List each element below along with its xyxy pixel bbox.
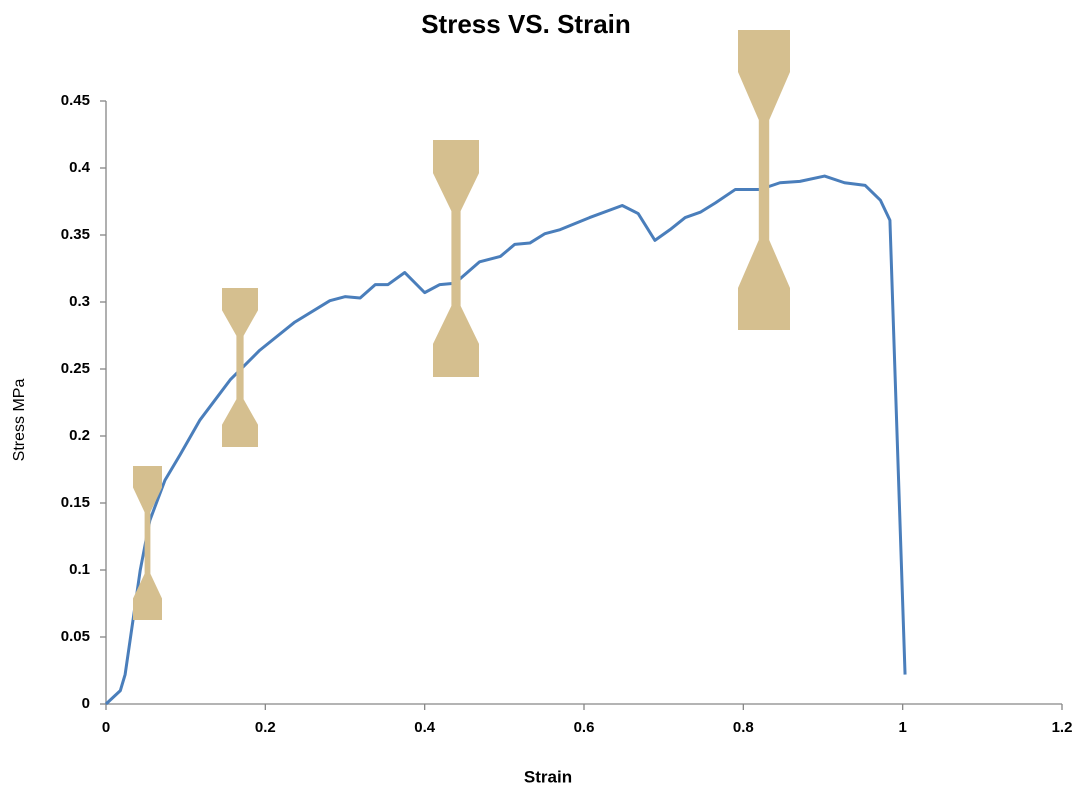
- specimen-icon: [222, 288, 258, 447]
- x-tick-label: 1: [898, 719, 906, 736]
- specimen-icon: [133, 466, 162, 620]
- y-tick-label: 0.25: [61, 360, 90, 377]
- y-tick-label: 0.3: [69, 293, 90, 310]
- x-tick-label: 0.2: [255, 719, 276, 736]
- y-tick-label: 0.2: [69, 427, 90, 444]
- y-tick-label: 0.35: [61, 226, 90, 243]
- x-tick-label: 1.2: [1052, 719, 1073, 736]
- y-axis-label: Stress MPa: [11, 379, 28, 462]
- specimen-icon: [433, 140, 479, 377]
- x-tick-label: 0.8: [733, 719, 754, 736]
- y-tick-label: 0.05: [61, 628, 90, 645]
- x-axis-label: Strain: [524, 767, 572, 786]
- y-tick-label: 0.15: [61, 494, 90, 511]
- x-tick-label: 0: [102, 719, 110, 736]
- y-tick-label: 0.1: [69, 561, 90, 578]
- y-tick-label: 0.45: [61, 92, 90, 109]
- data-line: [104, 174, 907, 706]
- x-tick-label: 0.6: [574, 719, 595, 736]
- chart-title: Stress VS. Strain: [421, 9, 631, 39]
- y-tick-label: 0: [82, 695, 90, 712]
- specimen-icon: [738, 30, 790, 330]
- y-tick-label: 0.4: [69, 159, 91, 176]
- x-tick-label: 0.4: [414, 719, 436, 736]
